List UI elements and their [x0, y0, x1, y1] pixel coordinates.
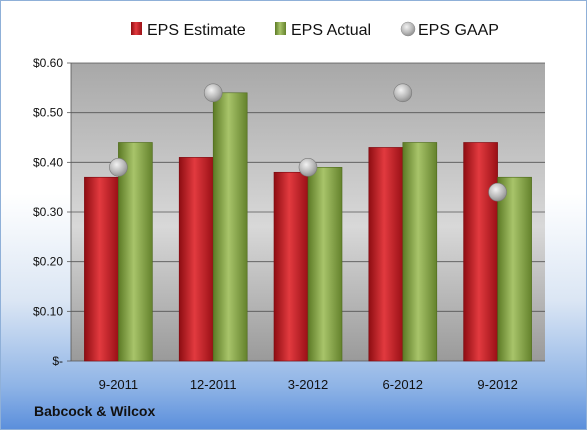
bars [84, 92, 532, 362]
actual-bar [212, 92, 248, 362]
estimate-bar [368, 147, 404, 362]
y-tick-label: $0.20 [33, 255, 63, 269]
y-tick-label: $0.50 [33, 106, 63, 120]
estimate-bar [273, 171, 309, 362]
x-tick-label: 9-2012 [477, 377, 517, 392]
gaap-point [488, 182, 507, 202]
gaap-points [109, 83, 507, 202]
actual-bar [307, 167, 343, 362]
y-axis-ticks: $- $0.10 $0.20 $0.30 $0.40 $0.50 $0.60 [33, 56, 63, 368]
y-tick-label: $0.10 [33, 304, 63, 318]
gaap-point [109, 158, 128, 177]
actual-bar [118, 142, 153, 362]
legend-estimate-swatch [131, 22, 142, 35]
x-tick-label: 6-2012 [383, 377, 423, 392]
legend-actual-label: EPS Actual [291, 22, 371, 39]
gaap-point [298, 158, 318, 177]
legend-gaap-swatch [400, 21, 416, 37]
actual-bar [402, 142, 438, 362]
estimate-bar [463, 142, 498, 362]
x-axis-ticks: 9-2011 12-2011 3-2012 6-2012 9-2012 [99, 377, 518, 392]
y-tick-label: $0.30 [33, 205, 63, 219]
x-tick-label: 3-2012 [288, 377, 328, 392]
legend-estimate-label: EPS Estimate [147, 22, 246, 39]
legend-actual-swatch [275, 22, 286, 35]
gaap-point [203, 83, 223, 103]
gaap-point [393, 83, 413, 103]
x-tick-label: 9-2011 [99, 377, 139, 392]
actual-bar [497, 176, 532, 362]
estimate-bar [178, 157, 214, 362]
y-tick-label: $0.60 [33, 56, 63, 70]
estimate-bar [84, 176, 119, 362]
y-tick-label: $0.40 [33, 155, 63, 169]
legend-gaap-label: EPS GAAP [418, 22, 499, 39]
x-tick-label: 12-2011 [190, 377, 237, 392]
legend: EPS Estimate EPS Actual EPS GAAP [131, 21, 499, 39]
company-name: Babcock & Wilcox [34, 403, 156, 419]
y-tick-label: $- [52, 354, 63, 368]
